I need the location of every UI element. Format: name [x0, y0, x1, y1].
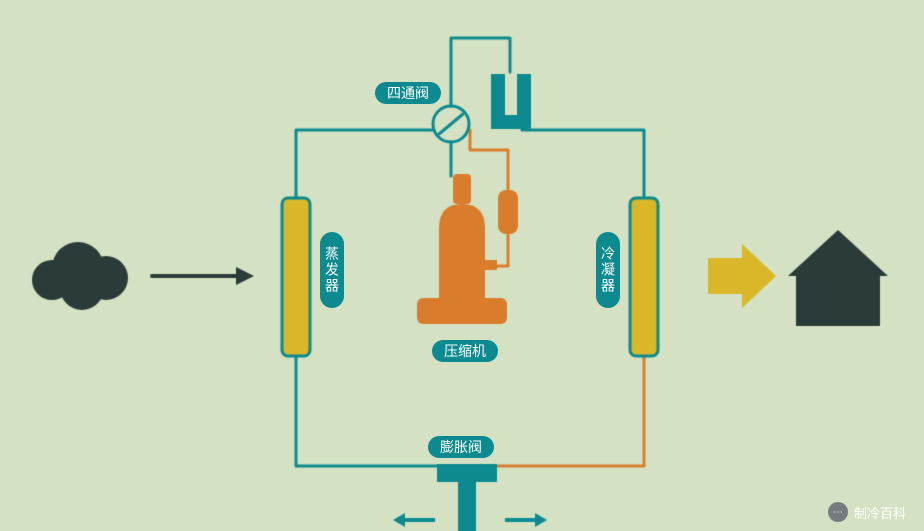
label-compressor: 压缩机 [432, 340, 498, 362]
label-four-way-valve: 四通阀 [375, 82, 441, 104]
attribution-text: 制冷百科 [854, 503, 906, 522]
label-condenser: 冷凝器 [596, 232, 620, 308]
label-expansion-valve-text: 膨胀阀 [440, 437, 482, 457]
wechat-icon: ⋯ [828, 502, 848, 522]
label-evaporator-text: 蒸发器 [322, 246, 342, 294]
attribution: ⋯ 制冷百科 [828, 502, 906, 522]
label-evaporator: 蒸发器 [320, 232, 344, 308]
label-four-way-valve-text: 四通阀 [387, 83, 429, 103]
label-condenser-text: 冷凝器 [598, 246, 618, 294]
label-compressor-text: 压缩机 [444, 341, 486, 361]
label-expansion-valve: 膨胀阀 [428, 436, 494, 458]
